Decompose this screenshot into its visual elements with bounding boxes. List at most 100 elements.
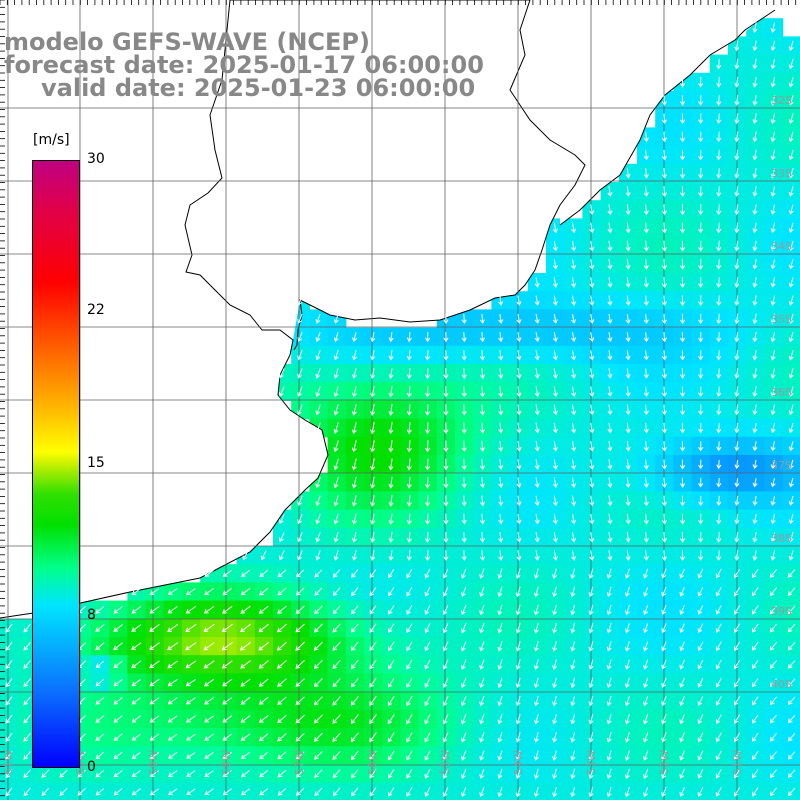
wind-arrow	[313, 678, 323, 688]
wind-arrow	[734, 459, 740, 470]
wind-arrow	[516, 532, 522, 543]
wind-arrow	[533, 641, 539, 652]
wind-arrow	[479, 768, 485, 779]
wind-arrow	[734, 295, 740, 307]
wind-arrow	[461, 313, 467, 325]
wind-arrow	[259, 769, 269, 778]
wind-arrow	[515, 586, 521, 598]
wind-arrow	[149, 660, 160, 669]
wind-arrow	[552, 404, 558, 416]
wind-arrow	[788, 76, 794, 88]
wind-arrow	[588, 659, 594, 670]
wind-arrow	[679, 677, 685, 688]
wind-arrow	[370, 404, 376, 416]
wind-arrow	[425, 531, 431, 543]
wind-arrow	[788, 277, 794, 288]
wind-arrow	[571, 495, 577, 507]
wind-arrow	[770, 95, 776, 106]
wind-arrow	[369, 677, 377, 688]
wind-arrow	[277, 714, 287, 724]
wind-arrow	[734, 422, 740, 434]
wind-arrow	[443, 386, 449, 398]
wind-arrow	[697, 568, 704, 579]
wind-arrow	[679, 149, 686, 161]
wind-arrows	[5, 22, 796, 798]
wind-arrow	[607, 422, 613, 434]
wind-arrow	[498, 440, 504, 452]
wind-arrow	[297, 332, 303, 342]
wind-arrow	[387, 695, 395, 707]
wind-arrow	[113, 642, 124, 651]
wind-arrow	[788, 349, 794, 361]
wind-arrow	[679, 332, 686, 343]
wind-arrow	[716, 313, 722, 325]
wind-arrow	[588, 695, 594, 707]
wind-arrow	[788, 477, 794, 488]
wind-arrow	[571, 350, 577, 361]
wind-arrow	[679, 786, 685, 798]
wind-arrow	[661, 714, 667, 725]
wind-arrow	[149, 588, 160, 596]
wind-arrow	[698, 368, 704, 379]
wind-arrow	[734, 641, 741, 652]
wind-arrow	[788, 131, 794, 143]
wind-arrow	[185, 605, 197, 614]
wind-arrow	[498, 368, 504, 380]
wind-arrow	[333, 495, 339, 507]
wind-arrow	[788, 459, 794, 470]
wind-arrow	[697, 787, 704, 797]
wind-arrow	[370, 350, 376, 361]
wind-arrow	[351, 495, 357, 507]
wind-arrow	[715, 605, 722, 615]
wind-arrow	[607, 531, 613, 543]
lat-label-34S: 34S	[771, 240, 792, 253]
wind-arrow	[297, 313, 303, 324]
wind-arrow	[388, 350, 394, 361]
wind-arrow	[95, 733, 105, 742]
wind-arrow	[315, 332, 321, 343]
wind-arrow	[734, 222, 740, 234]
wind-arrow	[751, 605, 759, 615]
wind-arrow	[770, 240, 776, 252]
wind-arrow	[643, 386, 649, 398]
wind-arrow	[661, 295, 667, 307]
wind-arrow	[679, 240, 686, 252]
wind-arrow	[406, 787, 413, 797]
wind-arrow	[277, 660, 287, 669]
wind-arrow	[788, 422, 794, 434]
wind-arrow	[406, 568, 413, 579]
wind-arrow	[734, 714, 741, 724]
wind-arrow	[679, 295, 686, 307]
wind-arrow	[788, 532, 794, 543]
wind-arrow	[643, 786, 649, 798]
wind-arrow	[752, 149, 758, 161]
wind-arrow	[167, 623, 179, 632]
wind-arrow	[770, 550, 776, 561]
wind-arrow	[716, 76, 722, 88]
wind-arrow	[698, 295, 704, 307]
wind-arrow	[23, 641, 31, 651]
wind-arrow	[716, 350, 722, 361]
wind-arrow	[697, 768, 704, 779]
wind-arrow	[442, 568, 449, 579]
wind-arrow	[406, 476, 412, 489]
wind-arrow	[715, 696, 722, 706]
lon-label-55W: 55W	[439, 750, 452, 775]
wind-arrow	[715, 787, 722, 797]
wind-arrow	[113, 660, 123, 669]
wind-arrow	[552, 659, 558, 670]
wind-arrow	[570, 622, 576, 634]
wind-arrow	[571, 513, 577, 525]
wind-arrow	[23, 769, 31, 779]
wind-arrow	[734, 404, 740, 416]
wind-arrow	[240, 770, 251, 778]
wind-arrow	[607, 350, 613, 361]
wind-arrow	[425, 367, 431, 380]
wind-arrow	[661, 368, 667, 379]
wind-arrow	[333, 313, 339, 324]
wind-arrow	[186, 733, 196, 741]
wind-arrow	[752, 131, 758, 143]
wind-arrow	[715, 641, 722, 652]
wind-arrow	[679, 550, 686, 561]
wind-arrow	[679, 641, 685, 652]
